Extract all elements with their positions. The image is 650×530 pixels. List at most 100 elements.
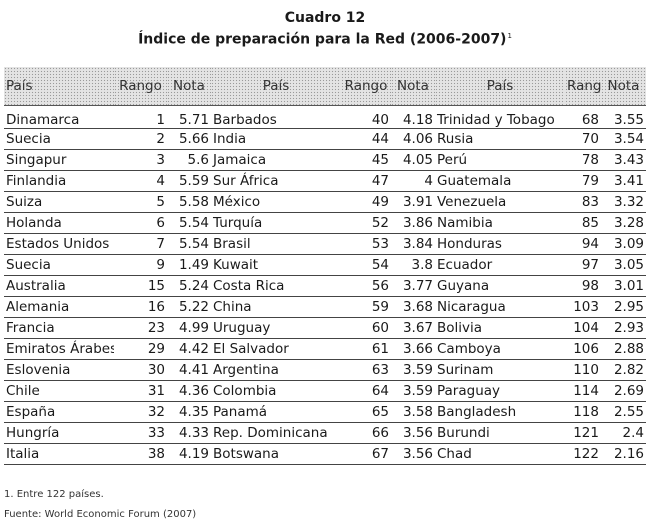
- cell-pais-1: Estados Unidos: [4, 233, 114, 255]
- cell-pais-3: Chad: [435, 443, 565, 465]
- cell-pais-3: Bangladesh: [435, 401, 565, 423]
- cell-pais-1: Finlandia: [4, 170, 114, 192]
- cell-rango-3: 103: [565, 296, 601, 318]
- table-row: Eslovenia 30 4.41 Argentina 63 3.59 Surinam 110…: [4, 359, 646, 381]
- cell-nota-2: 4.06: [391, 128, 435, 150]
- header-nota-2: Nota: [391, 67, 435, 106]
- cell-rango-3: 68: [565, 105, 601, 129]
- header-nota-3: Nota: [601, 67, 646, 106]
- cell-nota-2: 3.67: [391, 317, 435, 339]
- cell-pais-2: Sur África: [211, 170, 341, 192]
- cell-nota-2: 4.05: [391, 149, 435, 171]
- cell-pais-3: Bolivia: [435, 317, 565, 339]
- cell-nota-3: 2.95: [601, 296, 646, 318]
- cell-nota-3: 2.93: [601, 317, 646, 339]
- cell-pais-3: Perú: [435, 149, 565, 171]
- cell-pais-2: Rep. Dominicana: [211, 422, 341, 444]
- cell-pais-1: Holanda: [4, 212, 114, 234]
- cell-rango-1: 1: [114, 105, 167, 129]
- cell-rango-3: 85: [565, 212, 601, 234]
- cell-rango-3: 70: [565, 128, 601, 150]
- cell-pais-3: Namibia: [435, 212, 565, 234]
- cell-pais-2: Kuwait: [211, 254, 341, 276]
- cell-rango-1: 23: [114, 317, 167, 339]
- table-row: Emiratos Árabes 29 4.42 El Salvador 61 3.66 Ca…: [4, 338, 646, 360]
- cell-rango-1: 5: [114, 191, 167, 213]
- cell-pais-1: Francia: [4, 317, 114, 339]
- cell-nota-2: 3.56: [391, 422, 435, 444]
- cell-nota-2: 3.56: [391, 443, 435, 465]
- header-pais-1: País: [4, 67, 114, 106]
- cell-nota-1: 4.35: [167, 401, 211, 423]
- cell-pais-2: Uruguay: [211, 317, 341, 339]
- cell-rango-3: 106: [565, 338, 601, 360]
- cell-rango-1: 30: [114, 359, 167, 381]
- cell-pais-2: Jamaica: [211, 149, 341, 171]
- cell-rango-3: 110: [565, 359, 601, 381]
- cell-nota-1: 4.19: [167, 443, 211, 465]
- cell-pais-1: España: [4, 401, 114, 423]
- cell-rango-1: 32: [114, 401, 167, 423]
- cell-pais-1: Hungría: [4, 422, 114, 444]
- cell-pais-3: Rusia: [435, 128, 565, 150]
- header-rango-3: Rango: [565, 67, 601, 106]
- cell-nota-3: 2.88: [601, 338, 646, 360]
- cell-rango-2: 47: [341, 170, 391, 192]
- cell-nota-2: 3.66: [391, 338, 435, 360]
- cell-rango-1: 3: [114, 149, 167, 171]
- header-rango-1: Rango: [114, 67, 167, 106]
- cell-rango-2: 61: [341, 338, 391, 360]
- subtitle-text: Índice de preparación para la Red (2006-…: [138, 31, 507, 48]
- cell-nota-2: 3.84: [391, 233, 435, 255]
- cell-nota-1: 4.41: [167, 359, 211, 381]
- cell-rango-1: 2: [114, 128, 167, 150]
- cell-pais-1: Singapur: [4, 149, 114, 171]
- cell-rango-3: 94: [565, 233, 601, 255]
- cell-nota-3: 2.55: [601, 401, 646, 423]
- cell-nota-1: 1.49: [167, 254, 211, 276]
- cell-rango-1: 9: [114, 254, 167, 276]
- cell-pais-1: Eslovenia: [4, 359, 114, 381]
- cell-pais-1: Suiza: [4, 191, 114, 213]
- table-row: Estados Unidos 7 5.54 Brasil 53 3.84 Honduras 9…: [4, 233, 646, 255]
- cell-pais-2: Turquía: [211, 212, 341, 234]
- cell-rango-1: 16: [114, 296, 167, 318]
- cell-nota-2: 3.91: [391, 191, 435, 213]
- cell-pais-3: Venezuela: [435, 191, 565, 213]
- cell-nota-3: 2.16: [601, 443, 646, 465]
- cell-pais-2: India: [211, 128, 341, 150]
- cell-rango-3: 104: [565, 317, 601, 339]
- table-caption: Cuadro 12 Índice de preparación para la …: [0, 9, 650, 49]
- table-row: Suecia 9 1.49 Kuwait 54 3.8 Ecuador 97 3.05: [4, 254, 646, 276]
- cell-rango-3: 83: [565, 191, 601, 213]
- cell-pais-1: Dinamarca: [4, 105, 114, 129]
- table-row: Suiza 5 5.58 México 49 3.91 Venezuela 83 3.32: [4, 191, 646, 213]
- table-row: Hungría 33 4.33 Rep. Dominicana 66 3.56 Burund…: [4, 422, 646, 444]
- cell-nota-1: 4.36: [167, 380, 211, 402]
- cell-nota-2: 3.59: [391, 380, 435, 402]
- table-body: Dinamarca 1 5.71 Barbados 40 4.18 Trinidad y T…: [4, 105, 646, 465]
- cell-pais-3: Surinam: [435, 359, 565, 381]
- cell-pais-1: Emiratos Árabes: [4, 338, 114, 360]
- cell-nota-3: 3.28: [601, 212, 646, 234]
- cell-nota-1: 5.59: [167, 170, 211, 192]
- cell-rango-1: 15: [114, 275, 167, 297]
- cell-pais-3: Honduras: [435, 233, 565, 255]
- cell-nota-3: 3.43: [601, 149, 646, 171]
- cell-rango-1: 38: [114, 443, 167, 465]
- cell-nota-1: 5.58: [167, 191, 211, 213]
- cell-rango-3: 79: [565, 170, 601, 192]
- cell-nota-1: 4.99: [167, 317, 211, 339]
- cell-nota-1: 5.24: [167, 275, 211, 297]
- header-pais-3: País: [435, 67, 565, 106]
- cell-pais-1: Australia: [4, 275, 114, 297]
- cell-rango-3: 98: [565, 275, 601, 297]
- cell-nota-3: 3.55: [601, 105, 646, 129]
- cell-rango-1: 7: [114, 233, 167, 255]
- cell-rango-2: 60: [341, 317, 391, 339]
- footnote-count: 1. Entre 122 países.: [4, 489, 104, 500]
- table-subtitle: Índice de preparación para la Red (2006-…: [0, 27, 650, 49]
- cell-nota-2: 3.68: [391, 296, 435, 318]
- cell-pais-2: Costa Rica: [211, 275, 341, 297]
- readiness-table: País Rango Nota País Rango Nota País Ran…: [4, 67, 646, 465]
